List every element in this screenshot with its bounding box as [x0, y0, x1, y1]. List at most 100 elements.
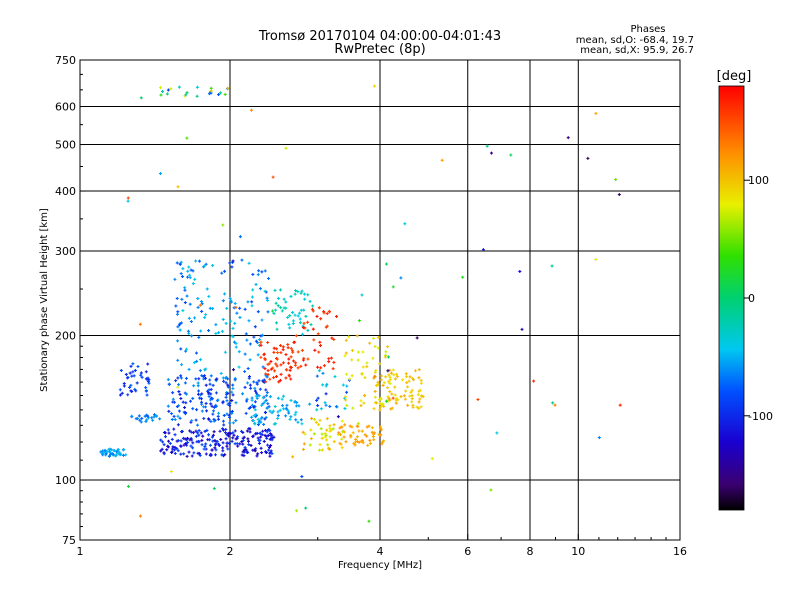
data-point	[314, 420, 318, 424]
data-point	[306, 320, 310, 324]
data-point	[304, 314, 308, 318]
data-point	[532, 379, 536, 383]
data-point	[276, 304, 280, 308]
data-point	[394, 401, 398, 405]
data-point	[255, 396, 259, 400]
colorbar	[718, 85, 745, 511]
data-point	[246, 300, 250, 304]
data-point	[172, 427, 176, 431]
data-point	[520, 327, 524, 331]
data-point	[285, 368, 289, 372]
data-point	[181, 267, 185, 271]
data-point	[238, 235, 242, 239]
data-point	[226, 447, 230, 451]
data-point	[124, 453, 128, 457]
data-point	[275, 357, 279, 361]
data-point	[256, 417, 260, 421]
data-point	[495, 431, 499, 435]
data-point	[192, 361, 196, 365]
data-point	[231, 393, 235, 397]
data-point	[191, 446, 195, 450]
data-point	[387, 396, 391, 400]
data-point	[233, 429, 237, 433]
data-point	[287, 411, 291, 415]
data-point	[413, 369, 417, 373]
data-point	[338, 426, 342, 430]
data-point	[173, 433, 177, 437]
data-point	[416, 393, 420, 397]
data-point	[354, 437, 358, 441]
data-point	[279, 351, 283, 355]
data-point	[173, 452, 177, 456]
y-tick-label: 750	[55, 54, 76, 67]
data-point	[162, 443, 166, 447]
data-point	[323, 401, 327, 405]
data-point	[331, 367, 335, 371]
data-point	[232, 433, 236, 437]
data-point	[272, 346, 276, 350]
data-point	[293, 292, 297, 296]
data-point	[277, 380, 281, 384]
data-point	[201, 434, 205, 438]
data-point	[209, 86, 213, 90]
data-point	[485, 144, 489, 148]
data-point	[233, 321, 237, 325]
data-point	[260, 318, 264, 322]
data-point	[197, 335, 201, 339]
data-point	[284, 306, 288, 310]
data-point	[177, 383, 181, 387]
data-point	[218, 429, 222, 433]
data-point	[321, 371, 325, 375]
data-point	[124, 372, 128, 376]
data-point	[177, 404, 181, 408]
data-point	[195, 94, 199, 98]
data-point	[185, 136, 189, 140]
data-point	[509, 153, 513, 157]
data-point	[250, 398, 254, 402]
data-point	[234, 345, 238, 349]
data-point	[228, 421, 232, 425]
data-point	[274, 422, 278, 426]
data-point	[268, 429, 272, 433]
data-point	[302, 442, 306, 446]
data-point	[231, 421, 235, 425]
x-tick-label: 6	[464, 545, 471, 558]
data-point	[209, 374, 213, 378]
data-point	[274, 321, 278, 325]
data-point	[250, 295, 254, 299]
data-point	[245, 381, 249, 385]
data-point	[317, 306, 321, 310]
data-point	[228, 261, 232, 265]
data-point	[112, 448, 116, 452]
x-tick-label: 4	[377, 545, 384, 558]
data-point	[212, 487, 216, 491]
data-point	[303, 326, 307, 330]
data-point	[381, 440, 385, 444]
data-point	[133, 387, 137, 391]
data-point	[384, 350, 388, 354]
data-point	[340, 446, 344, 450]
data-point	[216, 414, 220, 418]
data-point	[259, 340, 263, 344]
data-point	[131, 362, 135, 366]
data-point	[158, 172, 162, 176]
data-point	[205, 409, 209, 413]
data-point	[379, 428, 383, 432]
data-point	[196, 305, 200, 309]
data-point	[139, 373, 143, 377]
data-point	[258, 438, 262, 442]
data-point	[198, 259, 202, 263]
data-point	[411, 405, 415, 409]
data-point	[158, 417, 162, 421]
data-point	[242, 448, 246, 452]
data-point	[323, 435, 327, 439]
data-point	[226, 391, 230, 395]
data-point	[221, 401, 225, 405]
data-point	[291, 322, 295, 326]
data-point	[184, 442, 188, 446]
data-point	[284, 376, 288, 380]
data-point	[316, 332, 320, 336]
data-point	[332, 338, 336, 341]
data-point	[207, 294, 211, 298]
data-point	[138, 418, 142, 422]
